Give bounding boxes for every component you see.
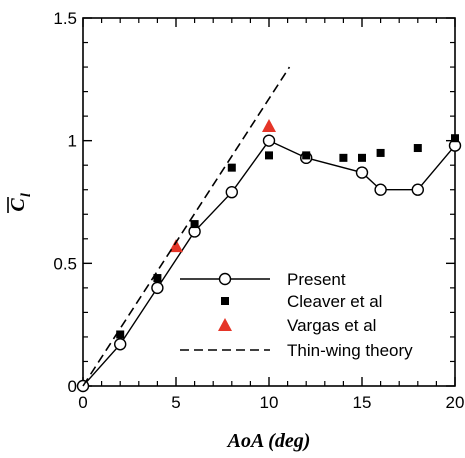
legend-item: Thin-wing theory [180,341,413,360]
axis-ticks: 0 5 10 15 20 0 0.5 1 1.5 [53,9,464,412]
x-tick-label: 20 [446,393,465,412]
x-tick-label: 0 [78,393,87,412]
y-tick-label: 0.5 [53,254,77,273]
y-tick-label: 1 [68,132,77,151]
y-tick-label: 0 [68,377,77,396]
data-point-present [113,338,127,351]
data-point-cleaver [265,151,273,160]
legend: Present Cleaver et al Vargas et al Thin-win… [180,270,413,360]
data-point-cleaver [302,151,311,160]
series-layer [76,66,462,393]
data-point-cleaver [339,153,348,162]
legend-label: Present [287,270,346,289]
plot-area [82,17,456,387]
legend-item: Cleaver et al [221,292,382,311]
y-axis-title: C l [7,193,34,213]
data-point-present [151,281,164,295]
data-point-present [355,166,369,179]
data-point-present [411,183,424,196]
x-tick-label: 5 [171,393,180,412]
series-line-thin-wing [82,66,291,387]
y-axis-title-subscript: l [19,193,34,197]
y-axis-title-symbol: C [7,198,29,212]
legend-item: Vargas et al [218,316,376,335]
x-axis-title: AoA (deg) [226,430,311,452]
data-point-cleaver [413,144,422,153]
legend-swatch-marker [218,318,232,331]
legend-swatch-marker [218,272,232,286]
plot-frame [82,17,456,387]
y-tick-label: 1.5 [53,9,77,28]
legend-item: Present [180,270,346,289]
data-point-vargas [169,239,183,253]
legend-label: Cleaver et al [287,292,382,311]
x-tick-label: 15 [353,393,372,412]
legend-label: Vargas et al [287,316,376,335]
data-point-cleaver [116,330,125,339]
data-point-present [225,185,239,199]
data-point-cleaver [451,134,459,143]
data-point-present [374,183,387,196]
data-point-cleaver [153,274,162,283]
x-tick-label: 10 [260,393,279,412]
data-point-vargas [262,118,276,132]
legend-swatch-marker [221,297,229,305]
series-1 [116,134,459,339]
legend-label: Thin-wing theory [287,341,413,360]
data-point-present [262,134,276,147]
data-point-cleaver [227,163,236,172]
data-point-cleaver [376,148,385,157]
data-point-cleaver [190,220,199,229]
series-3 [82,66,291,387]
series-2 [169,118,276,253]
data-point-cleaver [358,153,366,162]
